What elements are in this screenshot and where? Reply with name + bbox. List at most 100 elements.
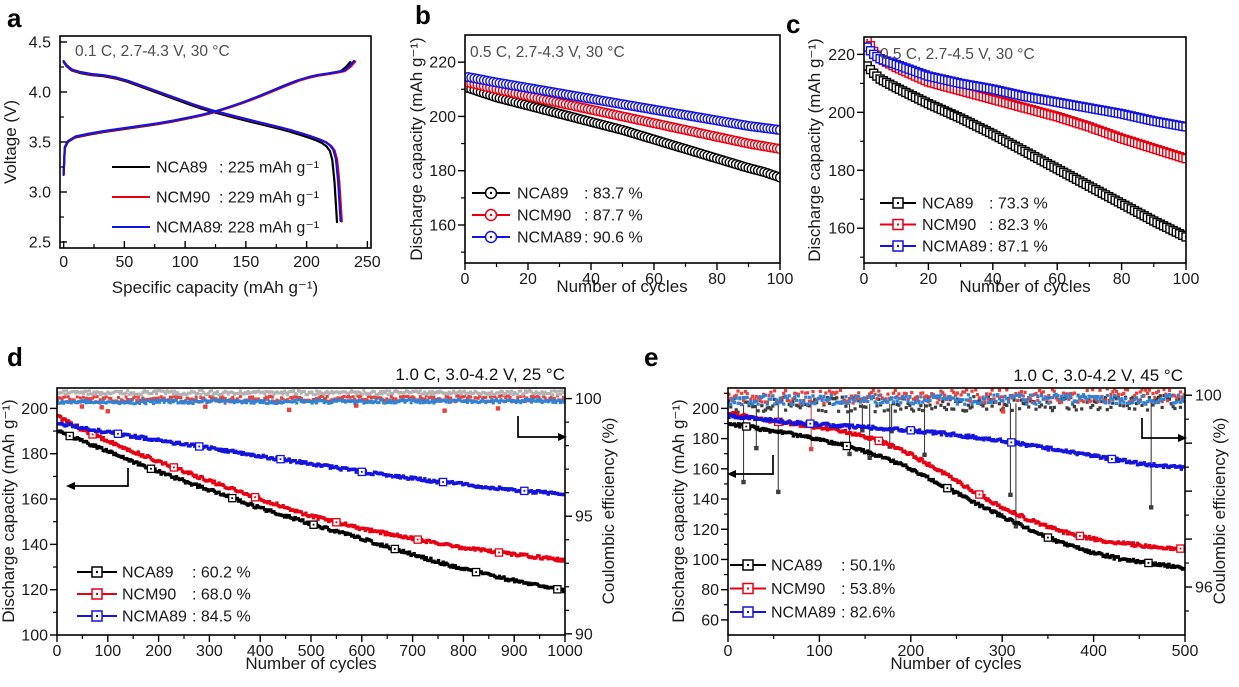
noise-point <box>961 408 965 412</box>
noise-point <box>319 394 323 398</box>
series-ncm90 <box>728 410 1185 553</box>
noise-point <box>185 396 189 400</box>
band-point <box>1134 544 1138 548</box>
noise-point <box>959 398 963 402</box>
noise-point <box>1134 391 1139 395</box>
band-point <box>830 439 834 444</box>
noise-point <box>557 398 561 402</box>
noise-point <box>1010 396 1014 400</box>
noise-point <box>1167 388 1172 393</box>
noise-point <box>1133 393 1137 398</box>
noise-point <box>948 394 952 399</box>
noise-point <box>846 410 850 414</box>
noise-point <box>449 396 453 400</box>
band-point <box>362 526 366 531</box>
noise-point <box>1113 393 1117 397</box>
noise-point <box>554 389 558 393</box>
plot-area-a <box>62 59 357 224</box>
noise-point <box>886 392 890 396</box>
noise-point <box>835 390 839 394</box>
noise-point <box>214 399 218 403</box>
band-point <box>965 484 970 488</box>
noise-point <box>159 398 163 402</box>
noise-point <box>91 401 95 405</box>
noise-point <box>337 391 341 395</box>
noise-point <box>205 393 209 397</box>
noise-point <box>935 401 939 405</box>
noise-point <box>741 398 746 402</box>
band-point <box>1128 541 1133 545</box>
noise-point <box>257 399 261 403</box>
noise-point <box>103 392 107 396</box>
band-point <box>292 517 296 522</box>
noise-point <box>1025 398 1029 402</box>
x-tick-label: 200 <box>145 643 172 660</box>
y2-tick-label: 90 <box>575 626 593 643</box>
noise-point <box>882 409 886 413</box>
noise-point <box>420 396 424 400</box>
noise-point <box>1045 395 1049 400</box>
band-point <box>231 448 235 453</box>
noise-point <box>248 399 252 403</box>
band-point <box>269 508 273 512</box>
noise-point <box>211 398 215 402</box>
noise-point <box>383 398 387 402</box>
noise-point <box>92 395 96 399</box>
noise-point <box>1038 405 1042 409</box>
noise-point <box>1156 395 1161 399</box>
noise-point <box>540 401 544 405</box>
condition-annotation: 1.0 C, 3.0-4.2 V, 25 °C <box>395 365 565 384</box>
noise-point <box>1083 396 1087 400</box>
noise-point <box>1123 397 1128 401</box>
noise-point <box>359 391 363 395</box>
noise-point <box>789 404 793 408</box>
band-point <box>418 476 422 480</box>
noise-point <box>203 398 207 402</box>
noise-point <box>344 400 348 404</box>
noise-point <box>392 401 396 405</box>
noise-point <box>121 399 125 403</box>
noise-point <box>461 395 465 399</box>
band-point <box>232 487 236 491</box>
noise-point <box>179 399 183 403</box>
noise-point <box>470 401 474 405</box>
noise-point <box>280 396 284 400</box>
noise-point <box>389 401 393 405</box>
band-point <box>314 464 319 468</box>
noise-point <box>972 400 976 404</box>
band-point <box>735 411 739 416</box>
noise-point <box>977 398 981 403</box>
noise-point <box>1122 400 1126 404</box>
noise-point <box>922 395 927 399</box>
open-marker-dot <box>475 571 477 574</box>
noise-point <box>339 398 343 402</box>
noise-point <box>926 398 930 402</box>
band-point <box>887 457 892 461</box>
noise-point <box>747 403 751 408</box>
noise-point <box>1050 395 1055 400</box>
x-axis-title: Number of cycles <box>959 277 1090 296</box>
legend-entry-ncm90: NCM90: 68.0 % <box>77 587 251 604</box>
band-point <box>287 514 291 518</box>
noise-point <box>190 401 194 405</box>
noise-point <box>939 393 943 397</box>
noise-point <box>893 396 897 400</box>
band-point <box>275 501 279 505</box>
noise-point <box>767 405 771 410</box>
noise-point <box>871 394 875 399</box>
noise-point <box>734 396 738 400</box>
noise-point <box>526 398 530 402</box>
noise-point <box>176 395 180 399</box>
legend-series-value: : 228 mAh g⁻¹ <box>219 220 319 237</box>
noise-point <box>514 392 518 396</box>
noise-point <box>992 397 996 401</box>
noise-point <box>497 401 501 405</box>
noise-point <box>493 395 497 399</box>
legend-marker-dot <box>897 223 899 226</box>
noise-point <box>838 400 843 404</box>
noise-point <box>543 396 547 400</box>
noise-point <box>206 399 210 403</box>
band-point <box>732 413 737 418</box>
noise-point <box>941 397 945 401</box>
